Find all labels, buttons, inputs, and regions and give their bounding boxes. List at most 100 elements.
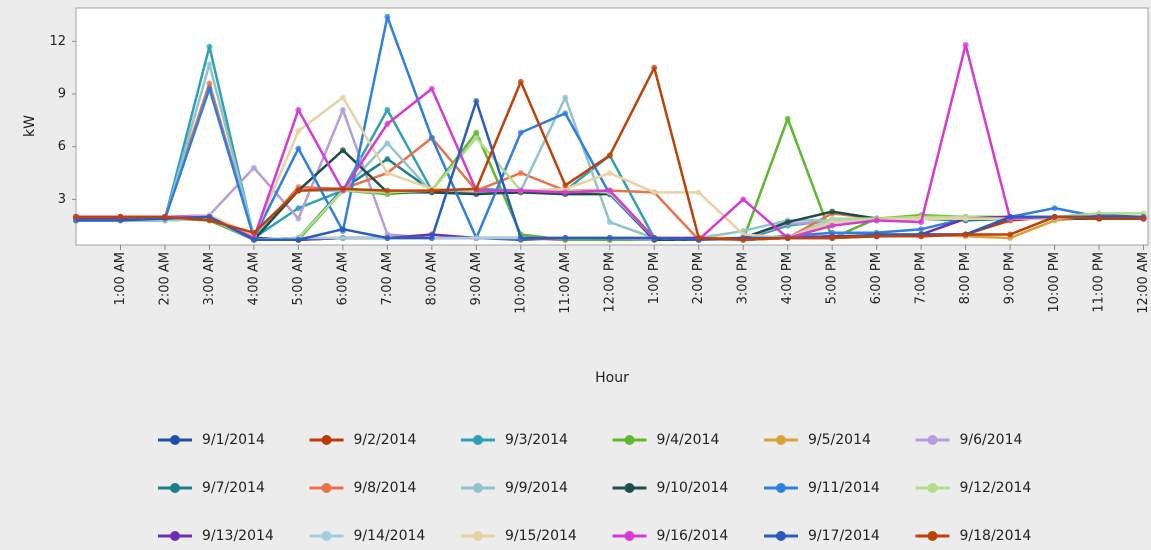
legend-label: 9/6/2014 — [960, 432, 1023, 448]
x-tick-label: 5:00 PM — [825, 252, 840, 304]
data-point — [250, 164, 257, 171]
data-point — [562, 189, 569, 196]
x-tick-label: 10:00 AM — [513, 252, 528, 314]
x-tick-label: 12:00 AM — [1136, 252, 1151, 314]
data-point — [384, 234, 391, 241]
data-point — [250, 236, 257, 243]
data-point — [1051, 205, 1058, 212]
data-point — [962, 215, 969, 222]
data-point — [695, 234, 702, 241]
data-point — [384, 155, 391, 162]
x-tick-label: 4:00 AM — [246, 252, 261, 305]
data-point — [161, 213, 168, 220]
data-point — [962, 41, 969, 48]
data-point — [606, 219, 613, 226]
data-point — [295, 127, 302, 134]
data-point — [1051, 213, 1058, 220]
data-point — [829, 208, 836, 215]
legend-marker — [170, 435, 180, 445]
legend-marker — [927, 483, 938, 493]
data-point — [250, 229, 257, 236]
data-point — [651, 64, 658, 71]
data-point — [384, 120, 391, 127]
y-axis-label: kW — [22, 115, 38, 137]
data-point — [517, 187, 524, 194]
x-tick-label: 9:00 AM — [469, 252, 484, 305]
y-tick-label: 3 — [58, 192, 66, 207]
x-tick-label: 1:00 AM — [113, 252, 128, 305]
legend-marker — [170, 531, 180, 541]
data-point — [1140, 215, 1147, 222]
data-point — [651, 234, 658, 241]
legend-marker — [927, 435, 938, 445]
data-point — [428, 85, 435, 92]
legend-label: 9/15/2014 — [505, 528, 577, 544]
x-tick-label: 3:00 AM — [202, 252, 217, 305]
legend-marker — [624, 483, 635, 493]
data-point — [918, 226, 925, 233]
data-point — [428, 134, 435, 141]
legend-label: 9/11/2014 — [808, 480, 880, 496]
data-point — [206, 217, 213, 224]
data-point — [962, 231, 969, 238]
data-point — [295, 205, 302, 212]
data-point — [740, 236, 747, 243]
legend-label: 9/10/2014 — [657, 480, 729, 496]
data-point — [384, 170, 391, 177]
legend-marker — [170, 483, 180, 493]
data-point — [295, 187, 302, 194]
x-tick-label: 6:00 PM — [869, 252, 884, 304]
legend-label: 9/2/2014 — [354, 432, 417, 448]
legend-label: 9/3/2014 — [505, 432, 568, 448]
x-tick-label: 6:00 AM — [335, 252, 350, 305]
data-point — [651, 189, 658, 196]
data-point — [562, 94, 569, 101]
legend-label: 9/5/2014 — [808, 432, 871, 448]
data-point — [473, 129, 480, 136]
data-point — [473, 185, 480, 192]
x-tick-label: 7:00 PM — [914, 252, 929, 304]
y-tick-label: 12 — [49, 34, 66, 49]
data-point — [206, 85, 213, 92]
legend-label: 9/13/2014 — [202, 528, 274, 544]
legend-label: 9/16/2014 — [657, 528, 729, 544]
x-tick-label: 5:00 AM — [291, 252, 306, 305]
data-point — [1007, 213, 1014, 220]
data-point — [829, 234, 836, 241]
data-point — [473, 98, 480, 105]
legend-marker — [321, 435, 332, 445]
data-point — [606, 152, 613, 159]
data-point — [873, 233, 880, 240]
data-point — [829, 222, 836, 229]
x-tick-label: 9:00 PM — [1003, 252, 1018, 304]
data-point — [740, 196, 747, 203]
data-point — [562, 110, 569, 117]
data-point — [918, 219, 925, 226]
data-point — [606, 170, 613, 177]
legend-marker — [473, 435, 483, 445]
data-point — [428, 234, 435, 241]
data-point — [562, 234, 569, 241]
data-point — [784, 115, 791, 122]
legend-marker — [776, 435, 786, 445]
legend-label: 9/17/2014 — [808, 528, 880, 544]
data-point — [473, 234, 480, 241]
data-point — [428, 187, 435, 194]
x-tick-label: 11:00 AM — [558, 252, 573, 314]
data-point — [517, 78, 524, 85]
legend-label: 9/7/2014 — [202, 480, 265, 496]
data-point — [384, 140, 391, 147]
legend-label: 9/18/2014 — [960, 528, 1032, 544]
x-tick-label: 3:00 PM — [736, 252, 751, 304]
data-point — [339, 234, 346, 241]
data-point — [384, 13, 391, 20]
data-point — [784, 234, 791, 241]
data-point — [117, 213, 124, 220]
legend-marker — [624, 435, 635, 445]
x-tick-label: 4:00 PM — [780, 252, 795, 304]
data-point — [1007, 231, 1014, 238]
legend-marker — [321, 531, 332, 541]
x-tick-label: 8:00 PM — [958, 252, 973, 304]
